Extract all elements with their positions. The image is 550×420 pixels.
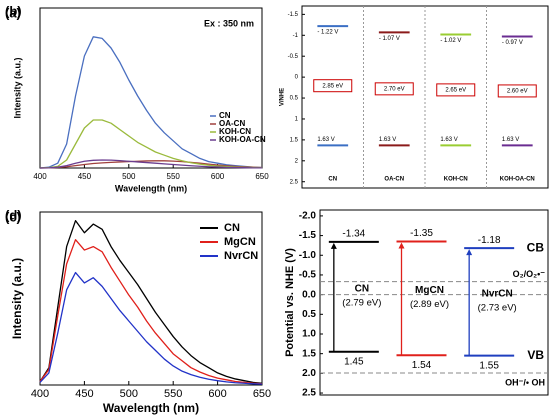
y-tick-label: 1 bbox=[295, 117, 299, 123]
y-tick-label: 2.5 bbox=[302, 388, 316, 399]
category-label: CN bbox=[355, 283, 369, 294]
y-tick-label: -1 bbox=[293, 33, 299, 39]
line-series bbox=[39, 159, 262, 169]
reference-label: O₂/O₂•⁻ bbox=[513, 269, 546, 279]
gap-label: 2.65 eV bbox=[445, 87, 466, 93]
x-tick-label: 400 bbox=[33, 172, 47, 181]
y-tick-label: 0 bbox=[295, 75, 299, 81]
legend-label: NvrCN bbox=[224, 250, 258, 262]
gap-label: 2.70 eV bbox=[384, 86, 405, 92]
cb-label: - 1.07 V bbox=[379, 36, 400, 42]
category-label: MgCN bbox=[415, 285, 444, 296]
legend-label: KOH-OA-CN bbox=[219, 135, 266, 144]
gap-label: (2.89 eV) bbox=[410, 299, 449, 310]
y-tick-label: 1.5 bbox=[302, 348, 316, 359]
category-label: CN bbox=[328, 177, 337, 183]
x-axis-label: Wavelength (nm) bbox=[103, 401, 199, 415]
y-tick-label: 0.5 bbox=[290, 96, 299, 102]
y-tick-label: -1.0 bbox=[299, 250, 317, 261]
y-tick-label: 1.0 bbox=[302, 329, 316, 340]
legend-label: KOH-CN bbox=[219, 127, 251, 136]
line-series bbox=[39, 36, 263, 169]
line-series bbox=[39, 160, 263, 169]
x-tick-label: 450 bbox=[78, 172, 92, 181]
category-label: KOH-CN bbox=[444, 177, 468, 183]
plot-frame bbox=[39, 211, 263, 386]
y-tick-label: -1.5 bbox=[299, 230, 317, 241]
cb-label: - 1.22 V bbox=[317, 30, 338, 36]
cb-label: - 0.97 V bbox=[502, 40, 523, 46]
legend-label: CN bbox=[219, 111, 231, 120]
line-series bbox=[39, 271, 263, 385]
line-series bbox=[39, 239, 263, 385]
panel-label: (b) bbox=[5, 3, 22, 18]
y-tick-label: 0.0 bbox=[302, 289, 316, 300]
panel-label: (a) bbox=[5, 5, 21, 20]
vb-label: 1.63 V bbox=[379, 137, 396, 143]
cb-band-label: CB bbox=[527, 240, 545, 254]
y-tick-label: 2.0 bbox=[302, 368, 316, 379]
gap-label: (2.79 eV) bbox=[342, 297, 381, 308]
line-series bbox=[39, 119, 263, 169]
category-label: KOH-OA-CN bbox=[500, 177, 535, 183]
gap-label: 2.85 eV bbox=[322, 83, 343, 89]
x-tick-label: 450 bbox=[75, 388, 93, 400]
cb-value: -1.18 bbox=[478, 235, 501, 246]
panel-label: (d) bbox=[5, 207, 22, 222]
x-tick-label: 600 bbox=[211, 172, 225, 181]
x-tick-label: 500 bbox=[122, 172, 136, 181]
vb-value: 1.45 bbox=[344, 356, 364, 367]
y-tick-label: 2.5 bbox=[290, 179, 299, 185]
y-axis-label: Intensity (a.u.) bbox=[10, 258, 24, 339]
y-tick-label: 0.5 bbox=[302, 309, 316, 320]
gap-label: (2.73 eV) bbox=[478, 302, 517, 313]
gap-label: 2.60 eV bbox=[507, 89, 528, 95]
panel-label: (c) bbox=[5, 209, 21, 224]
arrow-head bbox=[330, 242, 337, 249]
category-label: OA-CN bbox=[384, 177, 404, 183]
cb-value: -1.34 bbox=[342, 229, 365, 240]
cb-label: - 1.02 V bbox=[440, 38, 461, 44]
annotation: Ex : 350 nm bbox=[204, 18, 254, 28]
y-axis-label: Potential vs. NHE (V) bbox=[284, 248, 296, 357]
x-tick-label: 650 bbox=[255, 172, 269, 181]
vb-label: 1.63 V bbox=[440, 137, 457, 143]
x-tick-label: 400 bbox=[31, 388, 49, 400]
y-axis-label: Intensity (a.u.) bbox=[12, 57, 22, 118]
plot-frame bbox=[39, 7, 263, 169]
vb-band-label: VB bbox=[527, 348, 544, 362]
y-tick-label: 1.5 bbox=[290, 137, 299, 143]
legend-label: CN bbox=[224, 222, 240, 234]
y-tick-label: -0.5 bbox=[299, 270, 317, 281]
x-tick-label: 650 bbox=[253, 388, 271, 400]
gap-box bbox=[313, 79, 353, 93]
reference-label: OH⁻/• OH bbox=[505, 377, 545, 387]
vb-label: 1.63 V bbox=[502, 137, 519, 143]
vb-value: 1.54 bbox=[412, 360, 432, 371]
x-axis-label: Wavelength (nm) bbox=[115, 183, 187, 193]
x-tick-label: 550 bbox=[164, 388, 182, 400]
y-tick-label: -2.0 bbox=[299, 211, 317, 222]
plot-frame bbox=[319, 209, 549, 396]
category-label: NvrCN bbox=[482, 289, 513, 300]
legend-label: MgCN bbox=[224, 236, 256, 248]
gap-box bbox=[436, 83, 476, 97]
x-tick-label: 600 bbox=[208, 388, 226, 400]
vb-value: 1.55 bbox=[479, 360, 499, 371]
cb-value: -1.35 bbox=[410, 228, 433, 239]
x-tick-label: 500 bbox=[120, 388, 138, 400]
legend-label: OA-CN bbox=[219, 119, 245, 128]
y-tick-label: -0.5 bbox=[288, 54, 299, 60]
gap-box bbox=[497, 84, 537, 98]
y-tick-label: 2 bbox=[295, 158, 299, 164]
x-tick-label: 550 bbox=[167, 172, 181, 181]
arrow-head bbox=[398, 242, 405, 249]
arrow-head bbox=[466, 249, 473, 256]
line-series bbox=[39, 220, 263, 384]
y-tick-label: -1.5 bbox=[288, 12, 299, 18]
gap-box bbox=[374, 82, 414, 96]
y-axis-label: V/NHE bbox=[280, 88, 286, 106]
vb-label: 1.63 V bbox=[317, 137, 334, 143]
